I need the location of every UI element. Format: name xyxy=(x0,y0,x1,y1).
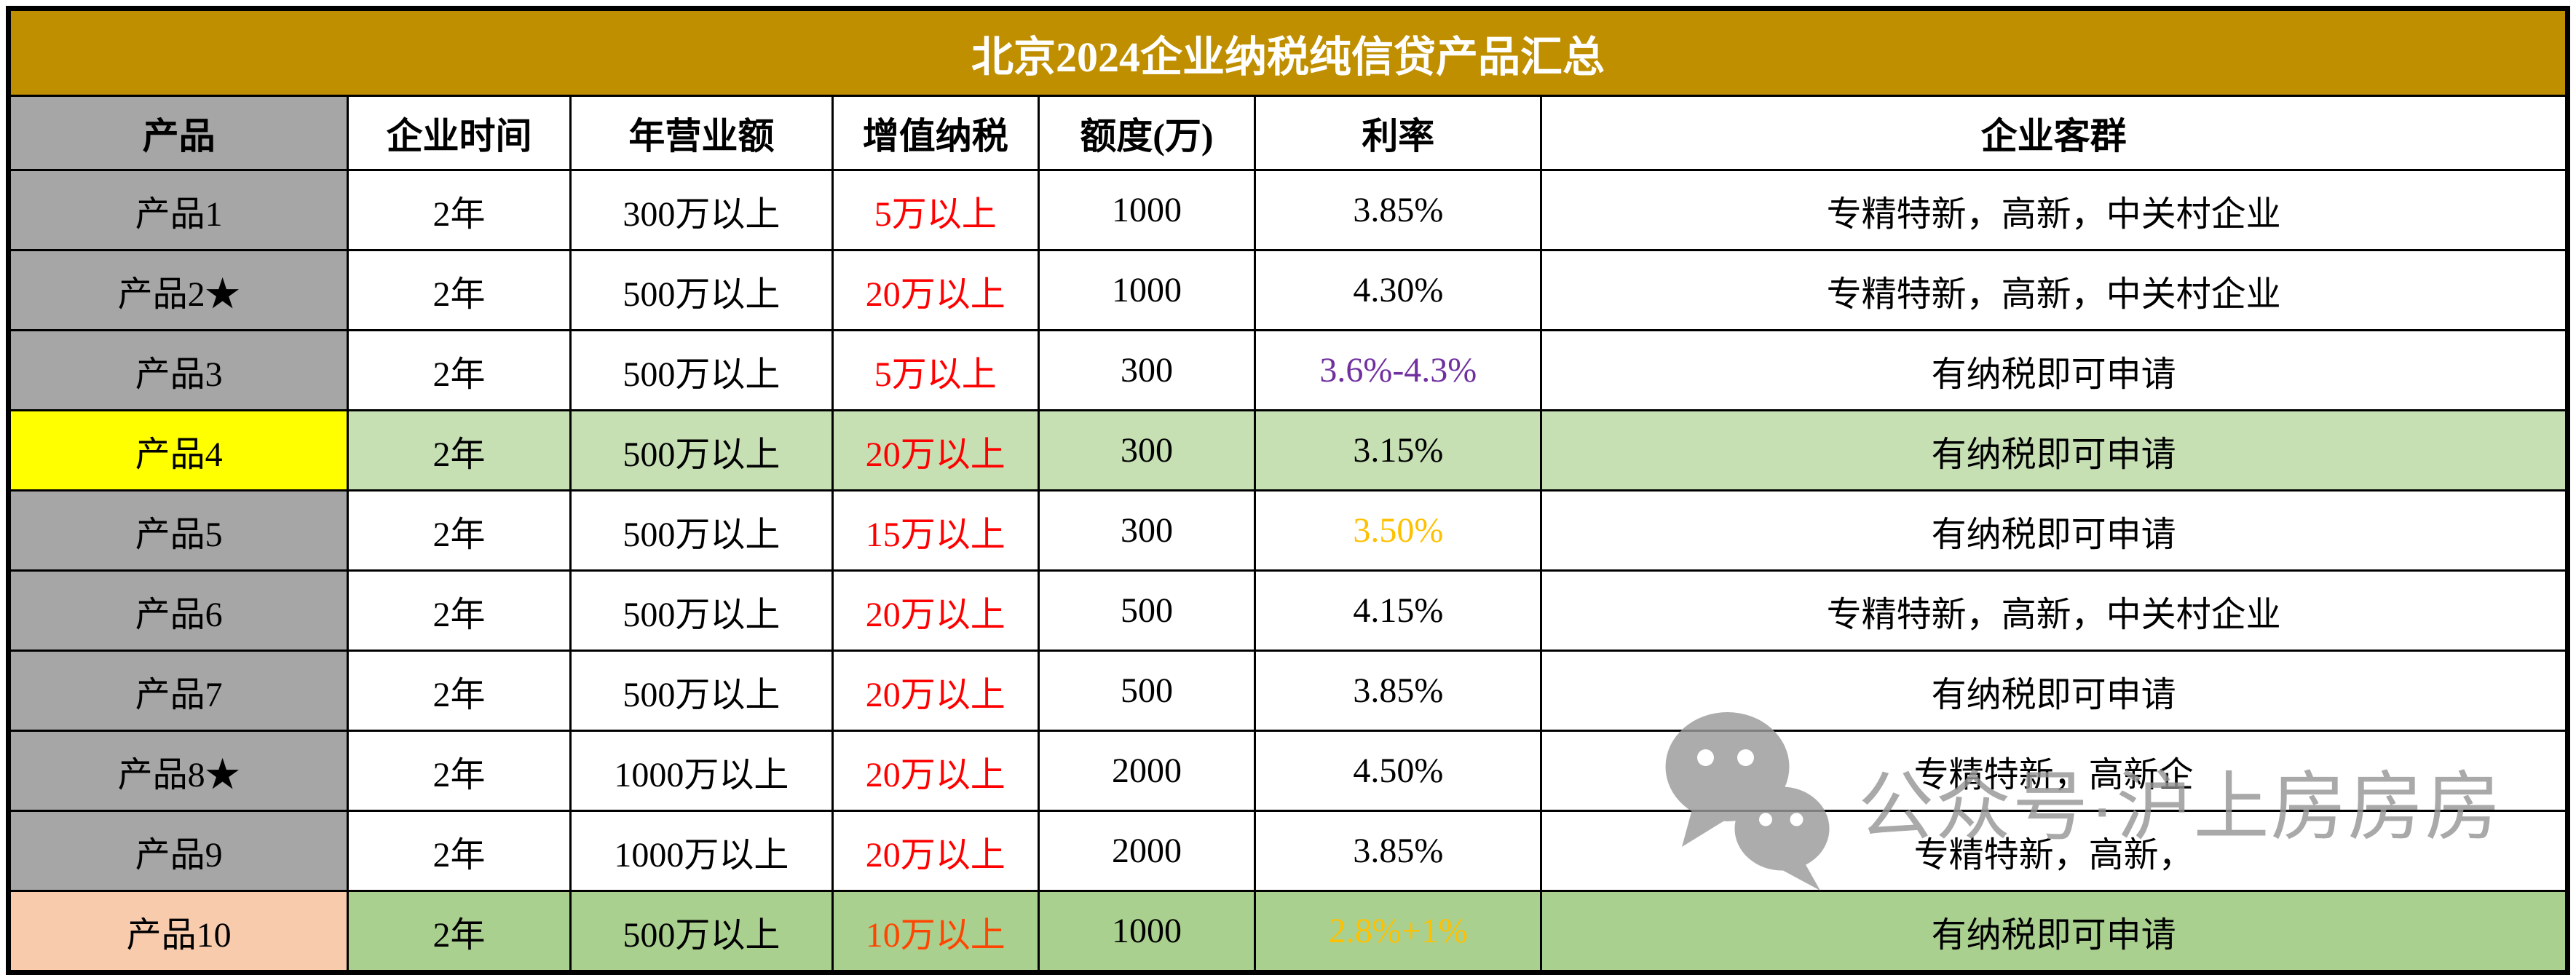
header-rate: 利率 xyxy=(1254,95,1543,171)
cell-customer-group: 有纳税即可申请 xyxy=(1540,650,2569,732)
cell-quota: 300 xyxy=(1037,329,1257,411)
cell-product: 产品10 xyxy=(7,890,349,974)
table-row: 产品6 2年 500万以上 20万以上 500 4.15% 专精特新，高新，中关村企业 xyxy=(7,569,2569,652)
cell-company-age: 2年 xyxy=(347,409,572,492)
page-title: 北京2024企业纳税纯信贷产品汇总 xyxy=(7,7,2569,97)
cell-rate: 4.50% xyxy=(1254,730,1543,812)
cell-annual-revenue: 500万以上 xyxy=(569,650,834,732)
cell-rate: 3.85% xyxy=(1254,810,1543,892)
table-row: 产品5 2年 500万以上 15万以上 300 3.50% 有纳税即可申请 xyxy=(7,489,2569,572)
cell-customer-group: 专精特新，高新，中关村企业 xyxy=(1540,169,2569,251)
cell-quota: 500 xyxy=(1037,569,1257,652)
table-row: 产品9 2年 1000万以上 20万以上 2000 3.85% 专精特新，高新， xyxy=(7,810,2569,892)
table-row: 产品4 2年 500万以上 20万以上 300 3.15% 有纳税即可申请 xyxy=(7,409,2569,492)
cell-customer-group: 专精特新，高新，中关村企业 xyxy=(1540,569,2569,652)
cell-vat-tax: 20万以上 xyxy=(831,569,1040,652)
cell-quota: 2000 xyxy=(1037,810,1257,892)
cell-rate: 2.8%+1% xyxy=(1254,890,1543,974)
header-company-age: 企业时间 xyxy=(347,95,572,171)
cell-company-age: 2年 xyxy=(347,169,572,251)
table-header-row: 产品 企业时间 年营业额 增值纳税 额度(万) 利率 企业客群 xyxy=(7,95,2569,171)
cell-vat-tax: 10万以上 xyxy=(831,890,1040,974)
cell-vat-tax: 5万以上 xyxy=(831,329,1040,411)
cell-rate: 4.15% xyxy=(1254,569,1543,652)
cell-quota: 2000 xyxy=(1037,730,1257,812)
cell-vat-tax: 15万以上 xyxy=(831,489,1040,572)
table-row: 产品8★ 2年 1000万以上 20万以上 2000 4.50% 专精特新，高新企 xyxy=(7,730,2569,812)
header-annual-revenue: 年营业额 xyxy=(569,95,834,171)
cell-annual-revenue: 500万以上 xyxy=(569,890,834,974)
cell-annual-revenue: 500万以上 xyxy=(569,329,834,411)
cell-vat-tax: 20万以上 xyxy=(831,650,1040,732)
cell-vat-tax: 20万以上 xyxy=(831,249,1040,331)
cell-annual-revenue: 500万以上 xyxy=(569,249,834,331)
cell-annual-revenue: 500万以上 xyxy=(569,569,834,652)
cell-rate: 4.30% xyxy=(1254,249,1543,331)
cell-customer-group: 专精特新，高新， xyxy=(1540,810,2569,892)
cell-customer-group: 有纳税即可申请 xyxy=(1540,329,2569,411)
cell-quota: 1000 xyxy=(1037,249,1257,331)
cell-customer-group: 专精特新，高新企 xyxy=(1540,730,2569,812)
cell-product: 产品4 xyxy=(7,409,349,492)
cell-product: 产品8★ xyxy=(7,730,349,812)
cell-rate: 3.85% xyxy=(1254,169,1543,251)
cell-rate: 3.15% xyxy=(1254,409,1543,492)
cell-company-age: 2年 xyxy=(347,650,572,732)
cell-annual-revenue: 300万以上 xyxy=(569,169,834,251)
cell-quota: 1000 xyxy=(1037,890,1257,974)
header-vat-tax: 增值纳税 xyxy=(831,95,1040,171)
cell-product: 产品3 xyxy=(7,329,349,411)
cell-quota: 1000 xyxy=(1037,169,1257,251)
products-table: 北京2024企业纳税纯信贷产品汇总 产品 企业时间 年营业额 增值纳税 额度(万… xyxy=(6,6,2570,975)
header-quota: 额度(万) xyxy=(1037,95,1257,171)
cell-quota: 300 xyxy=(1037,409,1257,492)
table-row: 产品10 2年 500万以上 10万以上 1000 2.8%+1% 有纳税即可申请 xyxy=(7,890,2569,974)
cell-company-age: 2年 xyxy=(347,249,572,331)
cell-customer-group: 有纳税即可申请 xyxy=(1540,489,2569,572)
cell-product: 产品6 xyxy=(7,569,349,652)
cell-rate: 3.50% xyxy=(1254,489,1543,572)
cell-product: 产品7 xyxy=(7,650,349,732)
cell-product: 产品9 xyxy=(7,810,349,892)
cell-annual-revenue: 500万以上 xyxy=(569,489,834,572)
cell-customer-group: 有纳税即可申请 xyxy=(1540,890,2569,974)
cell-company-age: 2年 xyxy=(347,810,572,892)
cell-company-age: 2年 xyxy=(347,890,572,974)
header-customer-group: 企业客群 xyxy=(1540,95,2569,171)
cell-quota: 300 xyxy=(1037,489,1257,572)
table-row: 产品3 2年 500万以上 5万以上 300 3.6%-4.3% 有纳税即可申请 xyxy=(7,329,2569,411)
cell-company-age: 2年 xyxy=(347,730,572,812)
cell-annual-revenue: 1000万以上 xyxy=(569,810,834,892)
cell-vat-tax: 20万以上 xyxy=(831,730,1040,812)
cell-vat-tax: 20万以上 xyxy=(831,810,1040,892)
cell-company-age: 2年 xyxy=(347,569,572,652)
cell-rate: 3.6%-4.3% xyxy=(1254,329,1543,411)
cell-vat-tax: 5万以上 xyxy=(831,169,1040,251)
cell-customer-group: 专精特新，高新，中关村企业 xyxy=(1540,249,2569,331)
cell-customer-group: 有纳税即可申请 xyxy=(1540,409,2569,492)
cell-quota: 500 xyxy=(1037,650,1257,732)
cell-product: 产品1 xyxy=(7,169,349,251)
cell-annual-revenue: 1000万以上 xyxy=(569,730,834,812)
cell-vat-tax: 20万以上 xyxy=(831,409,1040,492)
cell-company-age: 2年 xyxy=(347,489,572,572)
table-body: 产品1 2年 300万以上 5万以上 1000 3.85% 专精特新，高新，中关村企业 产品2… xyxy=(7,169,2569,974)
header-product: 产品 xyxy=(7,95,349,171)
cell-product: 产品5 xyxy=(7,489,349,572)
table-row: 产品1 2年 300万以上 5万以上 1000 3.85% 专精特新，高新，中关村企业 xyxy=(7,169,2569,251)
cell-annual-revenue: 500万以上 xyxy=(569,409,834,492)
table-title-row: 北京2024企业纳税纯信贷产品汇总 xyxy=(7,7,2569,97)
table-row: 产品2★ 2年 500万以上 20万以上 1000 4.30% 专精特新，高新，中关村企业 xyxy=(7,249,2569,331)
cell-company-age: 2年 xyxy=(347,329,572,411)
cell-rate: 3.85% xyxy=(1254,650,1543,732)
cell-product: 产品2★ xyxy=(7,249,349,331)
table-row: 产品7 2年 500万以上 20万以上 500 3.85% 有纳税即可申请 xyxy=(7,650,2569,732)
